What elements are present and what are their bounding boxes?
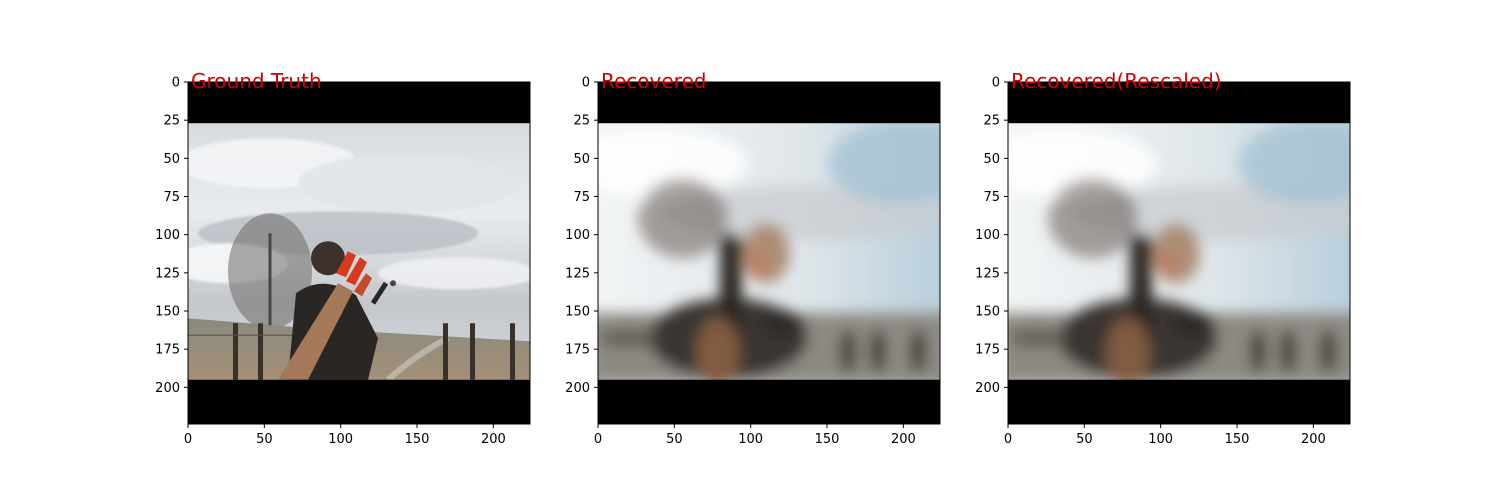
y-tick-label: 150 bbox=[975, 305, 1000, 320]
y-tick-label: 75 bbox=[983, 190, 1000, 205]
x-tick-label: 50 bbox=[256, 432, 273, 447]
x-tick-label: 200 bbox=[1301, 432, 1326, 447]
quiver bbox=[278, 283, 353, 380]
y-tick-label: 125 bbox=[155, 266, 180, 281]
y-tick-label: 125 bbox=[565, 266, 590, 281]
x-tick-label: 200 bbox=[891, 432, 916, 447]
y-tick-label: 200 bbox=[565, 381, 590, 396]
y-tick-label: 25 bbox=[573, 114, 590, 129]
panel-title: Recovered(Rescaled) bbox=[1011, 69, 1222, 93]
y-tick-label: 100 bbox=[565, 228, 590, 243]
y-tick-label: 50 bbox=[983, 152, 1000, 167]
letterbox-top bbox=[598, 82, 940, 124]
y-tick-label: 25 bbox=[163, 114, 180, 129]
y-tick-label: 0 bbox=[992, 76, 1000, 91]
x-tick-label: 50 bbox=[666, 432, 683, 447]
image-content bbox=[188, 123, 530, 382]
letterbox-bottom bbox=[1008, 379, 1350, 424]
panel-2: 0 25 50 75 100 125 150 175 200 0 50 100 150 200 Recove… bbox=[565, 69, 941, 447]
x-tick-label: 100 bbox=[738, 432, 763, 447]
x-tick-label: 50 bbox=[1076, 432, 1093, 447]
y-tick-label: 25 bbox=[983, 114, 1000, 129]
person bbox=[278, 241, 396, 380]
panel-3: 0 25 50 75 100 125 150 175 200 0 50 100 150 200 Recove… bbox=[975, 69, 1351, 447]
y-tick-label: 200 bbox=[975, 381, 1000, 396]
blurred-scene bbox=[1008, 123, 1350, 390]
blurred-scene bbox=[598, 123, 940, 390]
x-tick-label: 0 bbox=[594, 432, 602, 447]
x-tick-label: 0 bbox=[184, 432, 192, 447]
letterbox-top bbox=[188, 82, 530, 124]
y-tick-label: 150 bbox=[155, 305, 180, 320]
y-tick-label: 50 bbox=[163, 152, 180, 167]
y-tick-label: 200 bbox=[155, 381, 180, 396]
y-tick-label: 75 bbox=[573, 190, 590, 205]
axes-frame bbox=[187, 81, 531, 425]
x-tick-label: 150 bbox=[405, 432, 430, 447]
panel-title: Recovered bbox=[601, 69, 706, 93]
y-tick-label: 100 bbox=[975, 228, 1000, 243]
y-tick-label: 150 bbox=[565, 305, 590, 320]
image-content bbox=[1008, 123, 1350, 390]
y-tick-label: 0 bbox=[172, 76, 180, 91]
y-tick-label: 175 bbox=[155, 343, 180, 358]
y-tick-label: 175 bbox=[975, 343, 1000, 358]
y-tick-label: 0 bbox=[582, 76, 590, 91]
letterbox-bottom bbox=[188, 379, 530, 424]
image-content bbox=[598, 123, 940, 390]
y-tick-label: 125 bbox=[975, 266, 1000, 281]
x-tick-label: 150 bbox=[1225, 432, 1250, 447]
y-tick-label: 75 bbox=[163, 190, 180, 205]
y-tick-label: 50 bbox=[573, 152, 590, 167]
road bbox=[386, 335, 450, 382]
fence bbox=[188, 323, 515, 380]
panel-1: 0 25 50 75 100 125 150 175 200 0 50 100 150 200 Ground… bbox=[155, 69, 531, 447]
x-tick-label: 100 bbox=[328, 432, 353, 447]
axes-frame bbox=[1007, 81, 1351, 425]
axes-frame bbox=[597, 81, 941, 425]
panel-title: Ground Truth bbox=[191, 69, 322, 93]
letterbox-top bbox=[1008, 82, 1350, 124]
x-tick-label: 0 bbox=[1004, 432, 1012, 447]
x-tick-label: 100 bbox=[1148, 432, 1173, 447]
letterbox-bottom bbox=[598, 379, 940, 424]
y-tick-label: 100 bbox=[155, 228, 180, 243]
x-tick-label: 200 bbox=[481, 432, 506, 447]
y-tick-label: 175 bbox=[565, 343, 590, 358]
x-tick-label: 150 bbox=[815, 432, 840, 447]
